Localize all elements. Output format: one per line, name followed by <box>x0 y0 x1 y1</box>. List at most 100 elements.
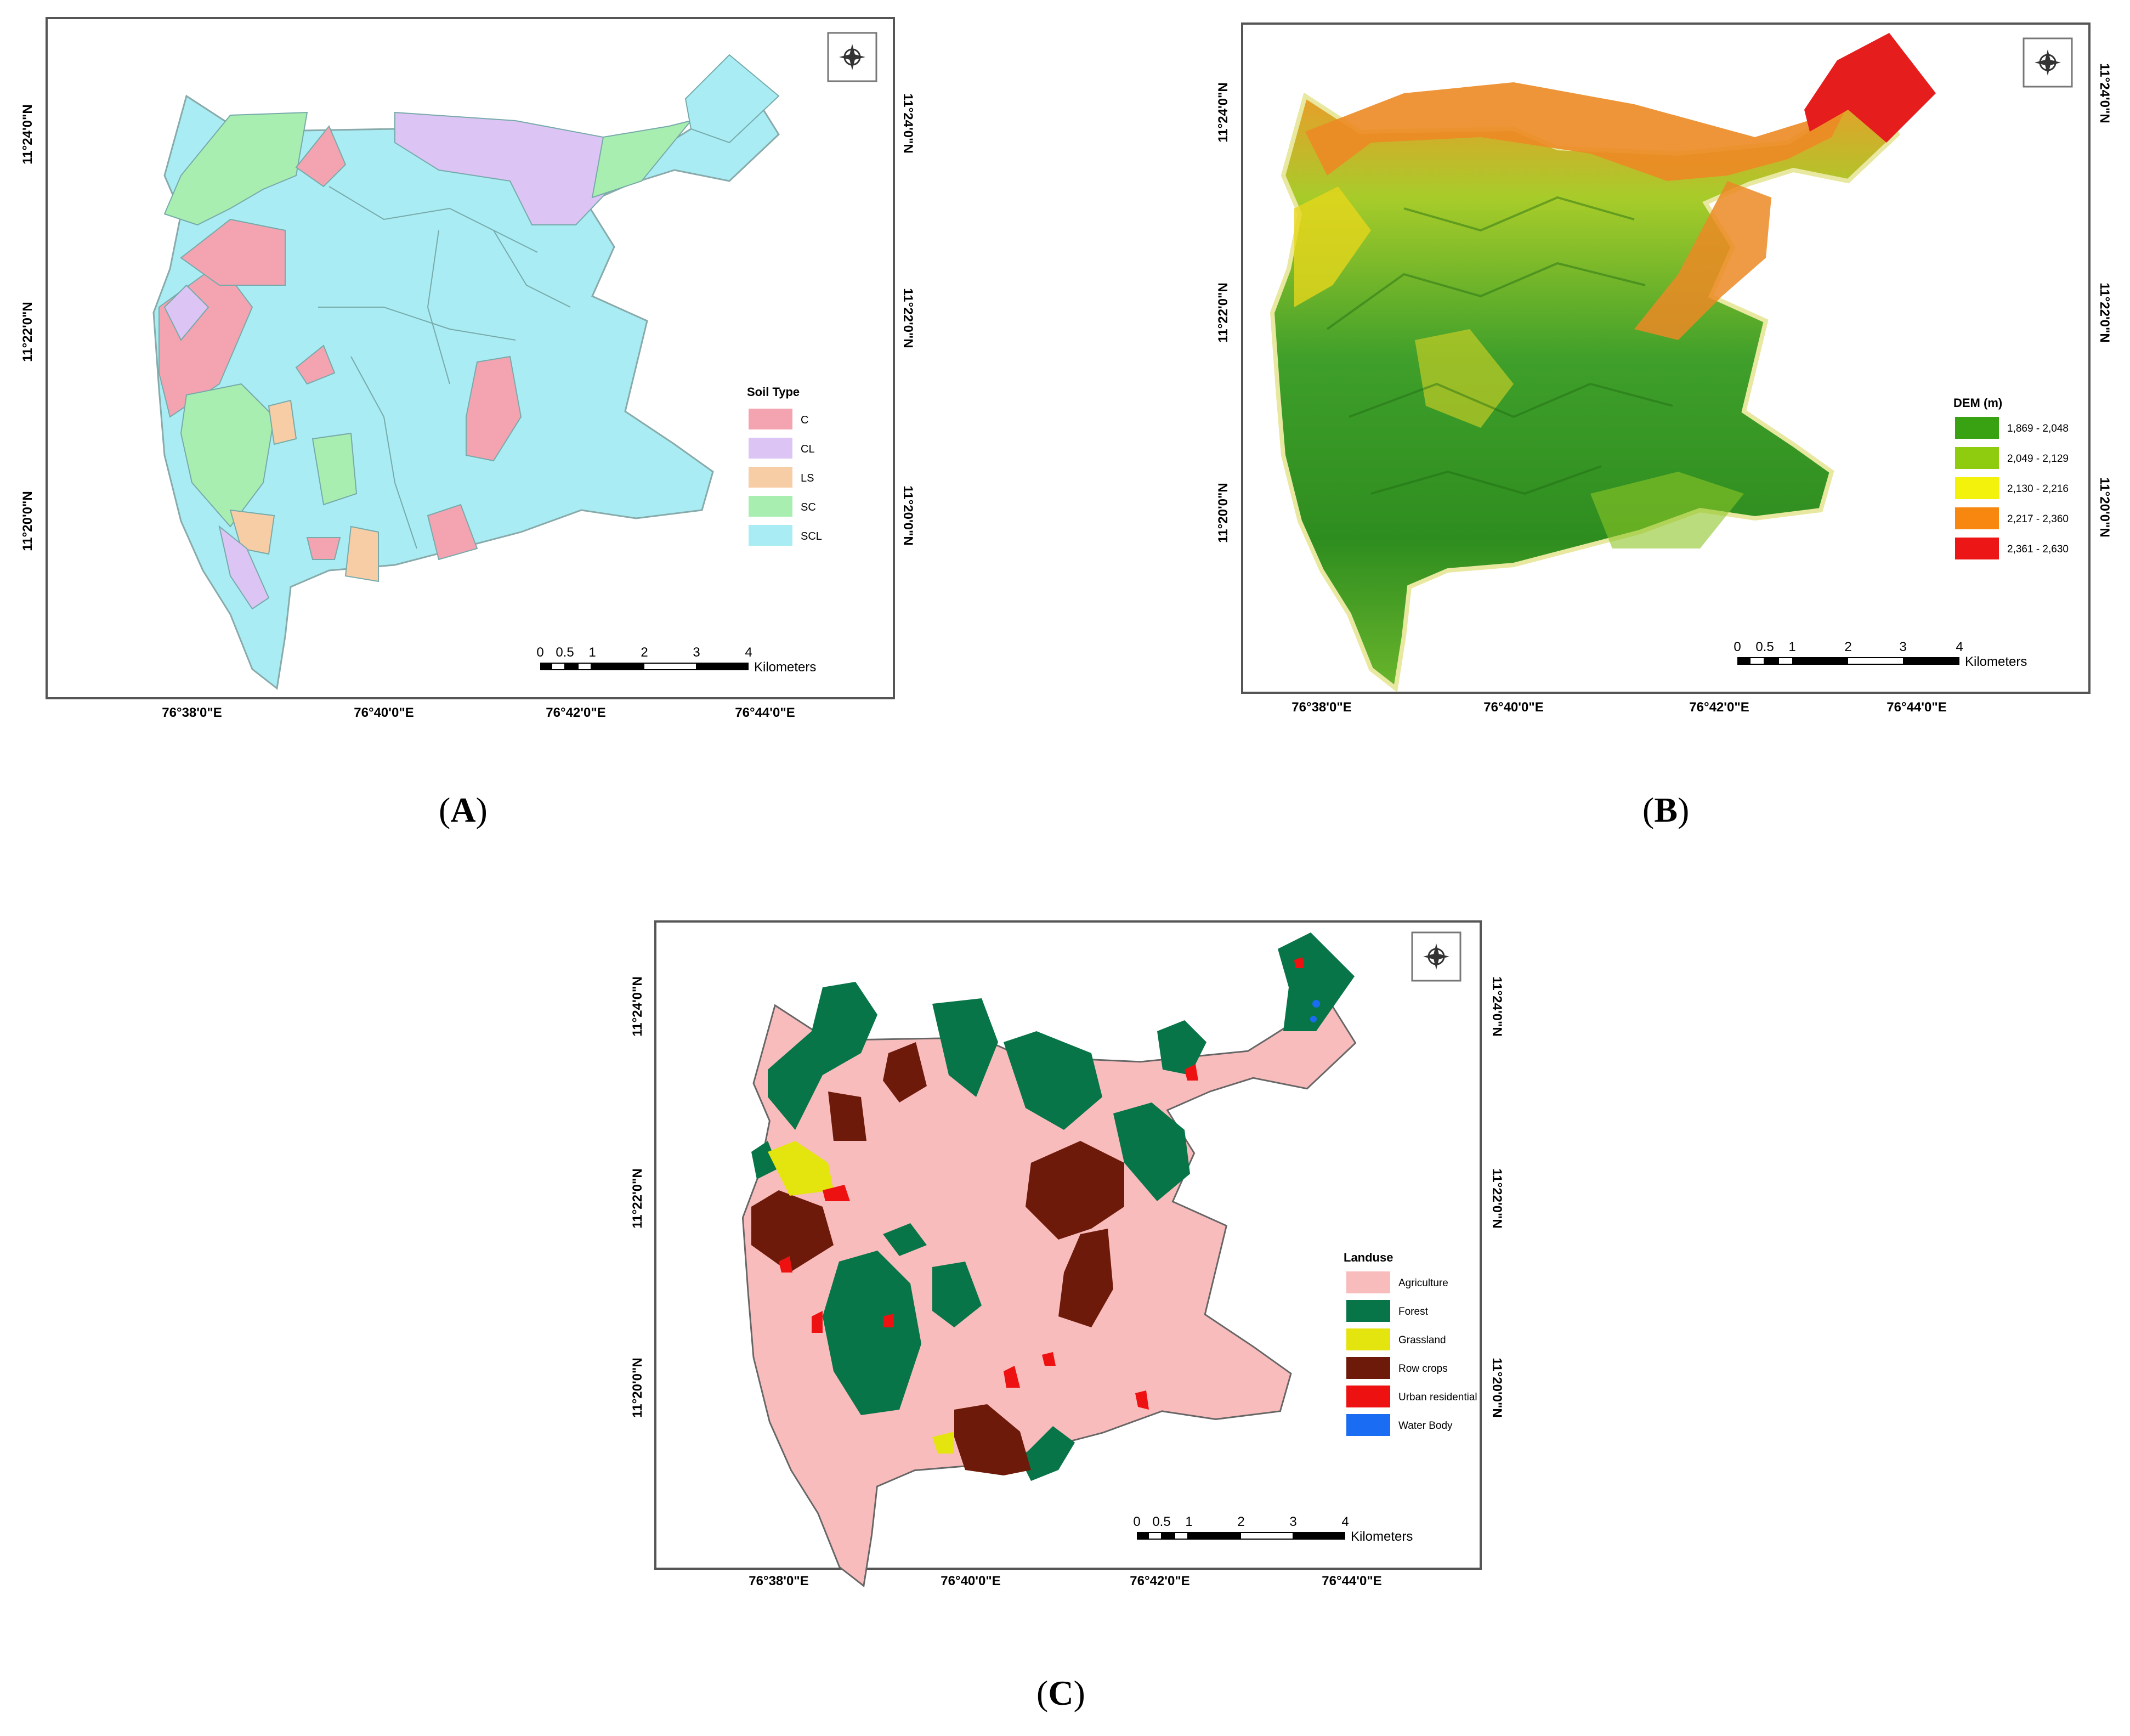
scale-tick: 0.5 <box>556 645 574 660</box>
compass-rose-icon <box>2023 37 2073 88</box>
panel-caption-letter: A <box>450 790 476 829</box>
soil-ls-south <box>344 525 379 583</box>
scale-tick: 4 <box>1956 640 1963 654</box>
legend-title: Landuse <box>1344 1251 1393 1264</box>
lon-label: 76°42'0"E <box>1130 1574 1189 1588</box>
legend-label: Forest <box>1398 1306 1429 1317</box>
landuse-forest-southwest <box>823 1251 921 1415</box>
landuse-forest-south <box>1020 1426 1075 1481</box>
scale-tick: 3 <box>1899 640 1906 654</box>
legend-swatch-ls <box>749 467 792 488</box>
scale-tick: 0.5 <box>1152 1514 1170 1529</box>
legend-label: Urban residential <box>1398 1392 1477 1403</box>
lat-label: 11°24'0"N <box>2097 63 2112 123</box>
lat-label: 11°22'0"N <box>2097 282 2112 342</box>
legend-swatch <box>1955 507 1999 529</box>
lon-label: 76°44'0"E <box>735 705 795 720</box>
legend-swatch-sc <box>749 496 792 517</box>
scale-tick: 1 <box>1788 640 1795 654</box>
legend-label: 2,049 - 2,129 <box>2007 453 2069 465</box>
legend-swatch <box>1346 1386 1390 1407</box>
lon-label: 76°42'0"E <box>1689 700 1749 715</box>
legend-label: Agriculture <box>1398 1277 1448 1289</box>
lat-label: 11°22'0"N <box>20 302 35 361</box>
legend-swatch <box>1346 1300 1390 1322</box>
lat-label: 11°22'0"N <box>1489 1168 1504 1228</box>
lon-label: 76°40'0"E <box>1483 700 1543 715</box>
soil-c-north <box>295 125 347 188</box>
legend-label: SC <box>801 501 816 513</box>
lat-label: 11°20'0"N <box>1216 483 1231 542</box>
scale-bar: 0 0.5 1 2 3 4 Kilometers <box>1133 1514 1413 1544</box>
lon-label: 76°40'0"E <box>941 1574 1000 1588</box>
legend-label: Water Body <box>1398 1420 1453 1432</box>
subbasin-boundaries <box>318 186 571 549</box>
scale-tick: 3 <box>693 645 700 660</box>
legend: Soil Type C CL LS SC SCL <box>747 385 822 546</box>
soil-c-east <box>466 355 522 462</box>
dem-yellow-center <box>1415 329 1514 428</box>
scale-tick: 3 <box>1289 1514 1296 1529</box>
soil-c-south <box>306 537 341 560</box>
compass-rose-icon <box>827 32 877 82</box>
legend-swatch <box>1955 477 1999 499</box>
legend-swatch <box>1346 1271 1390 1293</box>
landuse-rowcrops-east <box>1026 1141 1124 1240</box>
panel-caption-letter: B <box>1654 790 1678 829</box>
lat-label: 11°20'0"N <box>20 491 35 551</box>
dem-yellow-west <box>1294 186 1371 307</box>
panel-b-map <box>1272 33 1936 688</box>
landuse-forest-northwest <box>768 982 877 1130</box>
lon-label: 76°40'0"E <box>354 705 413 720</box>
soil-ls-southwest <box>229 509 275 555</box>
scale-bar: 0 0.5 1 2 3 4 Kilometers <box>536 645 816 675</box>
legend-swatch <box>1955 447 1999 469</box>
lat-label: 11°20'0"N <box>1489 1358 1504 1417</box>
lon-label: 76°38'0"E <box>749 1574 808 1588</box>
legend-swatch <box>1346 1357 1390 1379</box>
legend-label: 1,869 - 2,048 <box>2007 423 2069 434</box>
soil-cl-north <box>394 111 632 225</box>
soil-sc-southwest <box>180 383 275 528</box>
soil-c-center <box>295 344 336 385</box>
lat-label: 11°24'0"N <box>630 976 645 1036</box>
scale-unit: Kilometers <box>754 660 816 675</box>
panel-c: 11°24'0"N 11°22'0"N 11°20'0"N 11°24'0"N … <box>630 920 1504 1588</box>
landuse-grassland-south <box>932 1432 954 1454</box>
panel-b: 11°24'0"N 11°22'0"N 11°20'0"N 11°24'0"N … <box>1216 22 2112 715</box>
lon-label: 76°38'0"E <box>162 705 222 720</box>
landuse-forest-north <box>932 998 998 1097</box>
landuse-forest-westedge <box>751 1141 779 1179</box>
lat-label: 11°24'0"N <box>20 104 35 164</box>
lat-label: 11°22'0"N <box>630 1168 645 1228</box>
legend-swatch <box>1955 417 1999 439</box>
legend-swatch <box>1346 1328 1390 1350</box>
landuse-rowcrops-westedge <box>751 1190 834 1273</box>
legend-label: CL <box>801 443 815 455</box>
lat-label: 11°24'0"N <box>900 93 915 153</box>
soil-scl-tip <box>684 54 780 144</box>
dem-orange-east <box>1634 181 1771 340</box>
soil-cl-southwest <box>218 525 270 610</box>
landuse-rowcrops-eastband <box>1058 1229 1113 1327</box>
scale-unit: Kilometers <box>1351 1529 1413 1544</box>
soil-c-west2 <box>180 218 286 286</box>
soil-sc-northeast <box>591 120 693 199</box>
landuse-rowcrops-south <box>954 1404 1031 1475</box>
legend-swatch-scl <box>749 525 792 546</box>
dem-high-orange-north <box>1305 82 1848 181</box>
scale-bar: 0 0.5 1 2 3 4 Kilometers <box>1734 640 2027 669</box>
panel-c-map <box>741 932 1357 1587</box>
legend-swatch-c <box>749 409 792 429</box>
panel-a-map <box>152 54 780 689</box>
lat-label: 11°24'0"N <box>1489 976 1504 1036</box>
soil-ls-west <box>268 399 297 445</box>
landuse-grassland-west <box>768 1141 834 1196</box>
landuse-water-bodies <box>1310 1000 1320 1022</box>
landuse-rowcrops-northwest <box>883 1042 927 1102</box>
scale-tick: 2 <box>1237 1514 1244 1529</box>
panel-caption-a: (A) <box>439 790 488 829</box>
dem-lightgreen-south <box>1590 472 1744 548</box>
legend-swatch <box>1955 538 1999 559</box>
legend-label: SCL <box>801 530 822 542</box>
